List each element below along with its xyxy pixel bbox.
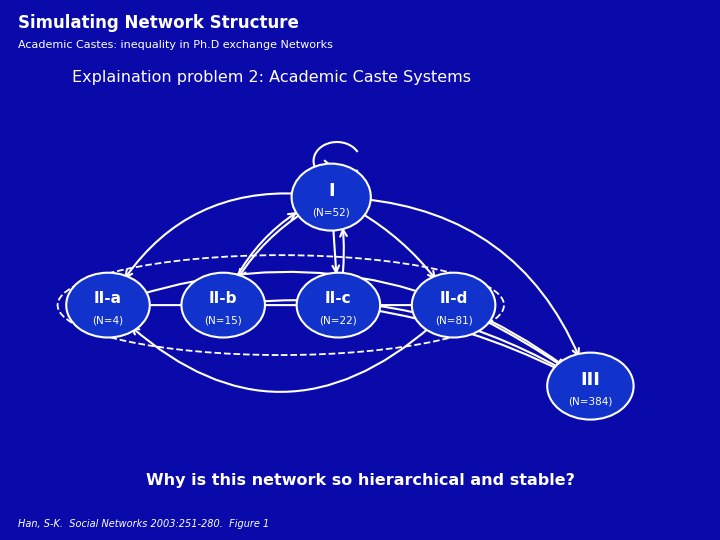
Text: (N=81): (N=81) (435, 315, 472, 325)
Text: II-c: II-c (325, 291, 351, 306)
Text: Simulating Network Structure: Simulating Network Structure (18, 14, 299, 31)
Ellipse shape (547, 353, 634, 420)
Text: (N=384): (N=384) (568, 396, 613, 406)
Text: III: III (580, 370, 600, 389)
Text: Explaination problem 2: Academic Caste Systems: Explaination problem 2: Academic Caste S… (72, 70, 471, 85)
Text: Han, S-K.  Social Networks 2003:251-280.  Figure 1: Han, S-K. Social Networks 2003:251-280. … (18, 519, 269, 529)
Text: II-b: II-b (209, 291, 238, 306)
Text: Academic Castes: inequality in Ph.D exchange Networks: Academic Castes: inequality in Ph.D exch… (18, 40, 333, 51)
Ellipse shape (292, 164, 371, 231)
Text: (N=15): (N=15) (204, 315, 242, 325)
Ellipse shape (412, 273, 495, 338)
Text: (N=22): (N=22) (320, 315, 357, 325)
Text: II-a: II-a (94, 291, 122, 306)
Text: (N=52): (N=52) (312, 207, 350, 217)
Ellipse shape (66, 273, 150, 338)
Ellipse shape (297, 273, 380, 338)
Text: Why is this network so hierarchical and stable?: Why is this network so hierarchical and … (145, 472, 575, 488)
Ellipse shape (181, 273, 265, 338)
Text: II-d: II-d (439, 291, 468, 306)
Text: (N=4): (N=4) (92, 315, 124, 325)
Text: I: I (328, 181, 335, 200)
